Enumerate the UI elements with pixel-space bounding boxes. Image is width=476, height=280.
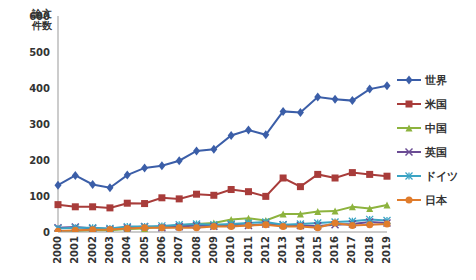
svg-text:500: 500	[29, 47, 50, 58]
svg-text:2011: 2011	[243, 236, 254, 264]
svg-text:200: 200	[29, 155, 50, 166]
svg-text:2018: 2018	[364, 236, 375, 264]
svg-text:2001: 2001	[69, 236, 80, 264]
svg-text:2003: 2003	[104, 236, 115, 264]
svg-text:2012: 2012	[260, 236, 271, 264]
svg-text:0: 0	[43, 227, 50, 238]
svg-text:2015: 2015	[312, 236, 323, 264]
svg-text:2000: 2000	[52, 236, 63, 264]
svg-text:2007: 2007	[173, 236, 184, 264]
svg-text:100: 100	[29, 191, 50, 202]
svg-text:2008: 2008	[191, 236, 202, 264]
svg-text:2002: 2002	[87, 236, 98, 264]
svg-text:2004: 2004	[121, 236, 132, 264]
svg-text:2009: 2009	[208, 236, 219, 264]
svg-text:2014: 2014	[295, 236, 306, 264]
svg-text:2017: 2017	[346, 236, 357, 264]
svg-text:600: 600	[29, 11, 50, 22]
svg-text:2019: 2019	[381, 236, 392, 264]
svg-text:2013: 2013	[277, 236, 288, 264]
svg-text:2005: 2005	[139, 236, 150, 264]
svg-text:2010: 2010	[225, 236, 236, 264]
svg-text:300: 300	[29, 119, 50, 130]
svg-text:400: 400	[29, 83, 50, 94]
svg-text:2016: 2016	[329, 236, 340, 264]
svg-text:2006: 2006	[156, 236, 167, 264]
